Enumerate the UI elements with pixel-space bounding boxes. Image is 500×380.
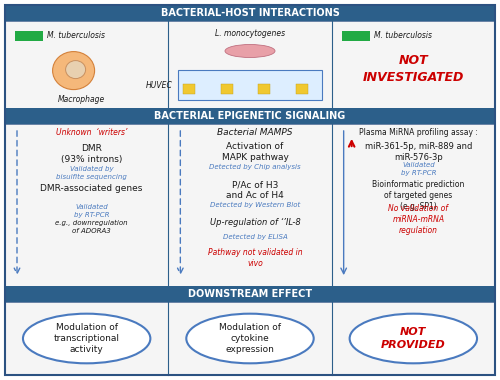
Text: DMR
(93% introns): DMR (93% introns) bbox=[61, 144, 122, 164]
Text: Validated by
bisulfite sequencing: Validated by bisulfite sequencing bbox=[56, 166, 127, 180]
Text: DMR-associated genes: DMR-associated genes bbox=[40, 184, 143, 193]
Text: Detected by ELISA: Detected by ELISA bbox=[222, 234, 288, 240]
Bar bbox=[5, 124, 495, 286]
Text: Activation of
MAPK pathway: Activation of MAPK pathway bbox=[222, 142, 288, 162]
Polygon shape bbox=[79, 63, 88, 69]
Polygon shape bbox=[79, 72, 86, 78]
Bar bbox=[296, 84, 308, 94]
Text: Bacterial MAMPS: Bacterial MAMPS bbox=[217, 128, 293, 137]
Ellipse shape bbox=[186, 314, 314, 363]
Text: Validated
by RT-PCR: Validated by RT-PCR bbox=[400, 162, 436, 176]
Text: M. tuberculosis: M. tuberculosis bbox=[374, 32, 432, 41]
Text: Bioinformatic prediction
of targeted genes
(e.g, SP1): Bioinformatic prediction of targeted gen… bbox=[372, 180, 464, 211]
Text: M. tuberculosis: M. tuberculosis bbox=[47, 32, 105, 41]
Text: P/Ac of H3
and Ac of H4: P/Ac of H3 and Ac of H4 bbox=[226, 180, 284, 200]
Polygon shape bbox=[62, 63, 68, 69]
Text: NOT
PROVIDED: NOT PROVIDED bbox=[381, 327, 446, 350]
Ellipse shape bbox=[52, 52, 94, 90]
Text: e.g., downregulation
of ADORA3: e.g., downregulation of ADORA3 bbox=[56, 220, 128, 234]
Bar bbox=[184, 84, 196, 94]
Text: Modulation of
cytokine
expression: Modulation of cytokine expression bbox=[219, 323, 281, 355]
Text: Detected by Chip analysis: Detected by Chip analysis bbox=[209, 164, 301, 170]
Text: Validated
by RT-PCR: Validated by RT-PCR bbox=[74, 204, 110, 217]
Bar bbox=[258, 84, 270, 94]
Text: Pathway not validated in
vivo: Pathway not validated in vivo bbox=[208, 248, 302, 268]
Bar bbox=[5, 108, 495, 124]
Text: NOT
INVESTIGATED: NOT INVESTIGATED bbox=[362, 54, 464, 84]
Text: BACTERIAL-HOST INTERACTIONS: BACTERIAL-HOST INTERACTIONS bbox=[160, 8, 340, 18]
Polygon shape bbox=[62, 71, 67, 75]
Bar bbox=[5, 5, 495, 21]
Text: BACTERIAL EPIGENETIC SIGNALING: BACTERIAL EPIGENETIC SIGNALING bbox=[154, 111, 346, 121]
Text: Macrophage: Macrophage bbox=[58, 95, 105, 104]
Bar bbox=[5, 21, 495, 108]
Polygon shape bbox=[76, 76, 80, 82]
Ellipse shape bbox=[23, 314, 150, 363]
Text: Modulation of
transcriptional
activity: Modulation of transcriptional activity bbox=[54, 323, 120, 355]
Bar bbox=[221, 84, 233, 94]
Bar bbox=[15, 31, 43, 41]
Text: Up-regulation of ‘’IL-8: Up-regulation of ‘’IL-8 bbox=[210, 218, 300, 227]
Ellipse shape bbox=[225, 44, 275, 57]
Text: HUVEC: HUVEC bbox=[146, 81, 172, 90]
Text: DOWNSTREAM EFFECT: DOWNSTREAM EFFECT bbox=[188, 289, 312, 299]
Text: L. monocytogenes: L. monocytogenes bbox=[215, 28, 285, 38]
Text: No validation of
miRNA-mRNA
regulation: No validation of miRNA-mRNA regulation bbox=[388, 204, 448, 235]
Ellipse shape bbox=[350, 314, 477, 363]
Polygon shape bbox=[66, 76, 72, 84]
Text: Unknown  ‘writers’: Unknown ‘writers’ bbox=[56, 128, 128, 137]
Bar bbox=[342, 31, 369, 41]
Text: Detected by Western Blot: Detected by Western Blot bbox=[210, 202, 300, 208]
Bar bbox=[5, 302, 495, 375]
Text: Plasma MiRNA profiling assay :: Plasma MiRNA profiling assay : bbox=[359, 128, 478, 137]
Bar bbox=[5, 286, 495, 302]
Ellipse shape bbox=[66, 60, 86, 79]
Bar bbox=[178, 70, 322, 100]
Text: miR-361-5p, miR-889 and
miR-576-3p: miR-361-5p, miR-889 and miR-576-3p bbox=[364, 142, 472, 162]
Polygon shape bbox=[76, 59, 80, 65]
Polygon shape bbox=[64, 55, 72, 65]
